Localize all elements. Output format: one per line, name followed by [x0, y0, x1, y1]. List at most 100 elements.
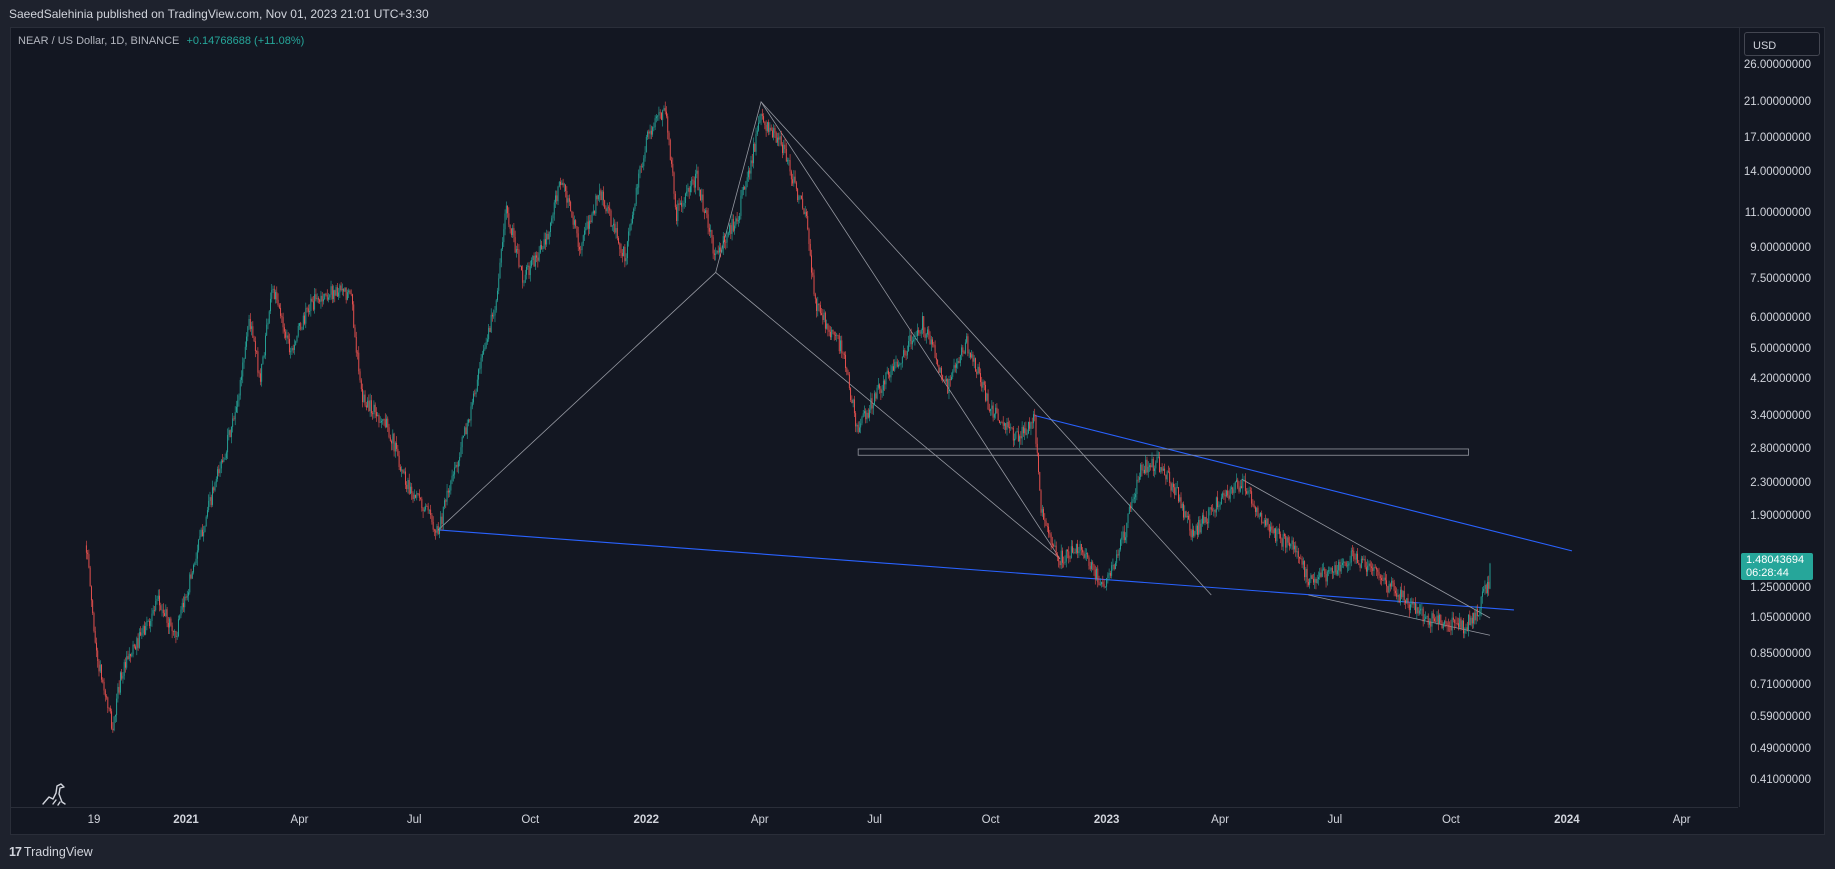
candle-up	[900, 363, 902, 365]
candle-down	[985, 384, 986, 401]
candle-down	[789, 160, 791, 172]
candle-down	[528, 265, 530, 276]
candle-up	[452, 474, 454, 476]
candle-down	[1253, 505, 1255, 508]
candle-down	[154, 610, 155, 611]
candle-up	[191, 572, 193, 579]
gray-zigzag[interactable]	[715, 100, 1061, 560]
candle-down	[278, 305, 280, 308]
candle-up	[1121, 537, 1123, 540]
candle-down	[1159, 456, 1161, 473]
resistance-rectangle[interactable]	[857, 448, 1469, 456]
time-axis[interactable]	[11, 807, 1738, 835]
candle-up	[1033, 414, 1034, 424]
candle-up	[1084, 554, 1086, 558]
candle-up	[1273, 528, 1275, 534]
candle-down	[1312, 578, 1314, 583]
candle-up	[122, 675, 124, 679]
candle-up	[179, 615, 181, 620]
candle-up	[1209, 507, 1211, 509]
candle-up	[407, 480, 409, 490]
gray-trendline[interactable]	[1241, 478, 1491, 619]
candle-down	[797, 188, 799, 201]
blue-trendline[interactable]	[1034, 414, 1573, 552]
candle-up	[450, 481, 452, 491]
candle-down	[845, 354, 847, 369]
candle-down	[816, 298, 818, 311]
candle-up	[626, 241, 628, 259]
candle-down	[417, 493, 419, 494]
candle-down	[1275, 528, 1277, 542]
candle-down	[1345, 562, 1347, 567]
candle-down	[889, 374, 891, 378]
candle-up	[296, 335, 298, 342]
candle-down	[1180, 497, 1182, 509]
candle-down	[983, 381, 985, 385]
candle-up	[599, 190, 601, 196]
candle-up	[1075, 543, 1077, 553]
candle-down	[287, 335, 289, 339]
candle-up	[677, 203, 679, 222]
candle-down	[587, 221, 589, 229]
candle-down	[1224, 494, 1226, 497]
candle-down	[992, 405, 994, 418]
price-axis[interactable]: 26.00000000 21.00000000 17.00000000 14.0000…	[1739, 28, 1825, 807]
price-chart-plot[interactable]	[11, 28, 1738, 807]
candle-down	[311, 298, 313, 302]
candle-down	[832, 329, 834, 332]
candle-up	[333, 290, 334, 300]
candle-up	[451, 475, 453, 482]
candle-up	[898, 364, 899, 367]
candle-down	[1378, 571, 1380, 576]
candle-down	[1093, 564, 1095, 570]
candle-up	[1171, 483, 1173, 491]
candle-up	[1015, 431, 1017, 439]
candle-up	[727, 232, 729, 236]
candle-up	[346, 292, 348, 300]
candle-down	[402, 469, 404, 473]
candle-down	[1365, 567, 1367, 572]
candle-down	[666, 111, 667, 117]
candle-up	[1360, 558, 1362, 568]
candle-down	[171, 625, 173, 632]
candle-down	[300, 323, 302, 330]
candle-up	[1423, 619, 1425, 622]
candle-down	[1386, 580, 1388, 587]
symbol-legend[interactable]: NEAR / US Dollar, 1D, BINANCE +0.1476868…	[18, 35, 304, 47]
candle-down	[273, 288, 275, 300]
candle-down	[1241, 486, 1242, 489]
candle-down	[1001, 422, 1003, 423]
candle-up	[1248, 490, 1250, 492]
candle-down	[1022, 426, 1024, 434]
candle-down	[1045, 521, 1047, 526]
candle-down	[1283, 534, 1285, 536]
tradingview-logo[interactable]: 17 TradingView	[9, 845, 93, 859]
candle-up	[523, 282, 525, 284]
candle-down	[751, 160, 753, 164]
gray-trendline[interactable]	[760, 101, 1212, 596]
candle-up	[1104, 586, 1106, 588]
candle-up	[657, 115, 659, 117]
candle-down	[125, 662, 126, 668]
candle-down	[517, 249, 519, 250]
candle-down	[1083, 552, 1085, 558]
candle-up	[858, 427, 860, 433]
candle-up	[687, 187, 689, 192]
candle-up	[788, 160, 790, 161]
blue-trendline[interactable]	[438, 529, 1514, 611]
currency-button[interactable]: USD	[1744, 32, 1820, 56]
candle-down	[1009, 427, 1010, 429]
candle-up	[1330, 567, 1332, 571]
candle-up	[1073, 552, 1075, 553]
candle-down	[1272, 529, 1274, 534]
candle-up	[1024, 428, 1026, 434]
candle-down	[978, 366, 980, 374]
candle-up	[877, 384, 879, 388]
candle-down	[396, 442, 398, 449]
candle-down	[1455, 623, 1457, 624]
candle-up	[557, 186, 559, 202]
candle-up	[132, 644, 134, 655]
candle-down	[1130, 507, 1132, 509]
candle-up	[890, 371, 892, 378]
candle-down	[1427, 615, 1429, 625]
